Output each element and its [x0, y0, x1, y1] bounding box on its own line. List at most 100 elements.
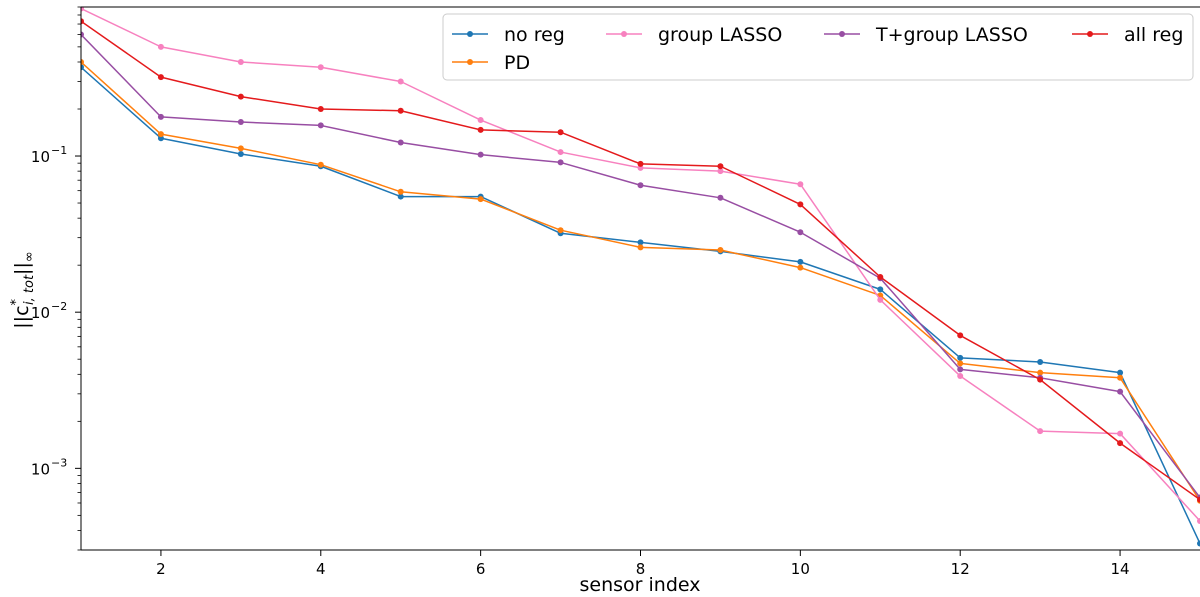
data-point [1037, 376, 1044, 383]
data-point [637, 239, 644, 246]
data-point [317, 106, 324, 113]
legend-label: all reg [1124, 24, 1183, 46]
data-point [81, 7, 84, 12]
data-point [557, 149, 564, 156]
data-point [317, 64, 324, 71]
data-point [1197, 540, 1200, 547]
data-point [1117, 374, 1124, 381]
x-tick-label: 10 [791, 560, 810, 578]
series-pd [81, 58, 1200, 504]
data-point [397, 188, 404, 195]
legend-label: group LASSO [658, 24, 782, 46]
data-point [397, 139, 404, 146]
data-point [637, 160, 644, 167]
data-point [397, 78, 404, 85]
data-point [1037, 358, 1044, 365]
data-point [237, 145, 244, 152]
data-point [957, 332, 964, 339]
y-tick-exponent: −3 [51, 456, 67, 469]
data-point [557, 129, 564, 136]
x-ticks: 2 4 6 8 10 12 14 [156, 550, 1130, 578]
data-point [157, 43, 164, 50]
data-point [157, 74, 164, 81]
legend-marker [839, 31, 845, 37]
y-tick-label: 10 −2 [31, 300, 67, 322]
data-point [237, 151, 244, 158]
series-all-reg [81, 18, 1200, 503]
data-point [237, 58, 244, 65]
data-point [477, 151, 484, 158]
data-point [317, 122, 324, 129]
legend-label: PD [504, 52, 530, 74]
data-point [1037, 428, 1044, 435]
data-point [81, 31, 84, 38]
data-point [477, 117, 484, 124]
y-tick-label: 10 −1 [31, 144, 67, 166]
data-point [1037, 369, 1044, 376]
series-line [81, 7, 1200, 522]
legend-marker [467, 31, 473, 37]
data-point [877, 296, 884, 303]
series-line [81, 20, 1200, 501]
data-point [877, 286, 884, 293]
legend-entry: group LASSO [606, 24, 782, 46]
y-tick-label: 10 −3 [31, 456, 67, 478]
data-point [1117, 388, 1124, 395]
series-no-reg [81, 64, 1200, 547]
data-point [637, 244, 644, 251]
y-tick-base: 10 [31, 460, 50, 478]
data-point [1117, 369, 1124, 376]
legend-entry: T+group LASSO [824, 24, 1028, 46]
x-tick-label: 8 [636, 560, 646, 578]
data-point [957, 354, 964, 361]
legend-marker [1087, 31, 1093, 37]
series-line [81, 61, 1200, 502]
legend-frame [442, 13, 1194, 81]
data-point [81, 58, 84, 65]
data-point [797, 181, 804, 188]
data-point [797, 258, 804, 265]
x-tick-label: 12 [951, 560, 970, 578]
legend: no reg PD group LASSO T+group LASSO all reg [442, 13, 1194, 81]
data-point [81, 64, 84, 71]
data-point [477, 126, 484, 133]
data-point [797, 201, 804, 208]
data-point [797, 264, 804, 271]
y-tick-base: 10 [31, 304, 50, 322]
data-point [1197, 496, 1200, 503]
data-point [717, 194, 724, 201]
data-point [81, 18, 84, 25]
data-point [557, 159, 564, 166]
x-tick-label: 14 [1111, 560, 1130, 578]
data-point [157, 113, 164, 120]
data-point [877, 273, 884, 280]
y-ticks: 10−310−210−1 [31, 6, 81, 551]
data-point [317, 161, 324, 168]
series-t-group-lasso [81, 31, 1200, 501]
x-tick-label: 2 [156, 560, 166, 578]
legend-marker [467, 59, 473, 65]
legend-entry: PD [452, 52, 530, 74]
data-point [237, 93, 244, 100]
data-point [397, 107, 404, 114]
y-tick-base: 10 [31, 148, 50, 166]
x-axis-label: sensor index [580, 574, 701, 596]
data-point [397, 193, 404, 200]
legend-entry: no reg [452, 24, 565, 46]
y-tick-exponent: −1 [51, 144, 67, 157]
axes [80, 6, 1200, 551]
y-tick-exponent: −2 [51, 300, 67, 313]
x-tick-label: 4 [316, 560, 326, 578]
data-point [557, 227, 564, 234]
data-point [477, 196, 484, 203]
data-point [957, 373, 964, 380]
data-point [1197, 518, 1200, 525]
series-group-lasso [81, 7, 1200, 525]
data-point [157, 131, 164, 138]
data-point [637, 182, 644, 189]
legend-marker [621, 31, 627, 37]
data-point [957, 366, 964, 373]
data-point [237, 119, 244, 126]
legend-label: no reg [504, 24, 565, 46]
